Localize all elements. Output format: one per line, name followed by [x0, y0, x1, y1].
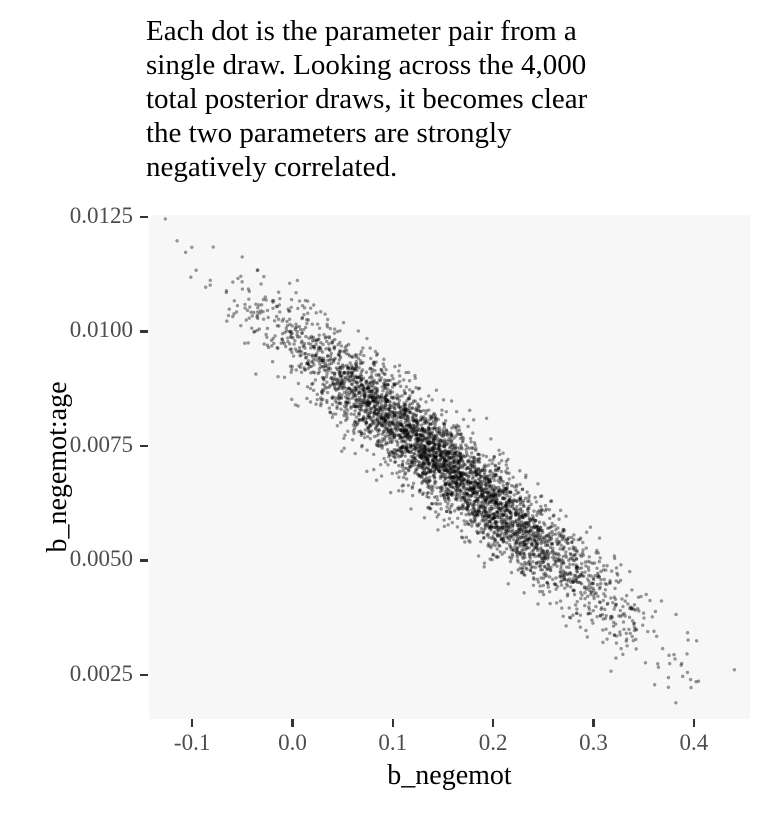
x-tick-mark [291, 719, 294, 727]
plot-title-line: the two parameters are strongly [146, 117, 512, 149]
y-tick-mark [140, 330, 148, 333]
y-tick-mark [140, 215, 148, 219]
x-tick-mark [592, 719, 595, 727]
plot-title-line: negatively correlated. [146, 151, 398, 183]
x-tick-label: 0.3 [579, 730, 608, 755]
x-tick-mark [190, 719, 194, 727]
y-tick-mark [140, 559, 148, 562]
x-tick-label: 0.2 [478, 730, 508, 755]
y-tick-label: 0.0025 [69, 661, 133, 686]
x-tick-mark [391, 719, 395, 727]
y-tick-label: 0.0125 [69, 202, 133, 228]
x-tick-label: 0.4 [679, 730, 709, 755]
plot-panel [149, 215, 750, 719]
y-tick-label: 0.0075 [69, 431, 133, 457]
x-tick-label: 0.1 [378, 730, 408, 755]
plot-title-line: single draw. Looking across the 4,000 [146, 49, 587, 81]
x-tick-label: -0.1 [173, 730, 211, 755]
x-tick-mark [491, 719, 495, 727]
y-tick-label: 0.0050 [69, 546, 133, 572]
y-axis-title: b_negemot:age [42, 381, 73, 553]
scatter-points-canvas [149, 215, 750, 719]
x-tick-mark [692, 719, 696, 727]
x-tick-label: 0.0 [278, 730, 307, 755]
plot-title-line: total posterior draws, it becomes clear [146, 83, 588, 115]
plot-title: Each dot is the parameter pair from a si… [146, 14, 706, 184]
x-axis-title: b_negemot [387, 760, 512, 791]
plot-title-line: Each dot is the parameter pair from a [146, 15, 577, 47]
y-tick-label: 0.0100 [69, 317, 133, 343]
y-tick-mark [140, 444, 148, 448]
y-tick-mark [140, 673, 148, 677]
